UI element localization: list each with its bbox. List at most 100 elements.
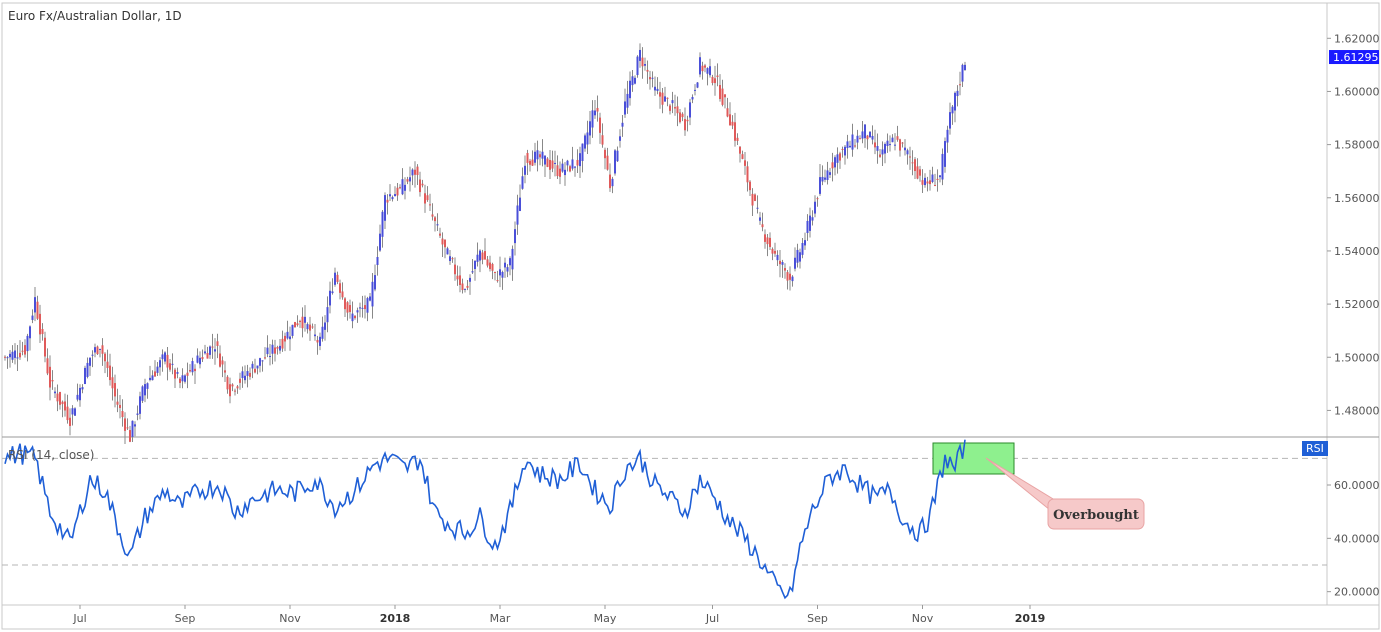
candle-body [381, 211, 384, 237]
candle-body [594, 110, 596, 116]
candle-body [501, 271, 504, 278]
candle-body [286, 331, 289, 339]
candle-body [374, 275, 376, 290]
candle-body [714, 78, 716, 84]
candle-body [559, 168, 561, 177]
candle-body [119, 404, 121, 408]
candle-body [899, 139, 901, 151]
candle-body [534, 151, 536, 163]
date-tick-label: Sep [175, 612, 196, 625]
candle-body [226, 376, 229, 390]
candle-body [276, 347, 279, 349]
candle-body [846, 141, 849, 149]
candle-body [549, 160, 551, 170]
candle-body [461, 283, 464, 291]
candle-body [44, 337, 46, 357]
candle-body [446, 248, 449, 255]
candle-body [614, 150, 616, 174]
candle-body [146, 383, 149, 389]
candle-body [651, 77, 654, 79]
candle-body [291, 324, 294, 336]
candle-body [589, 121, 591, 136]
candle-body [616, 150, 619, 162]
candle-body [244, 375, 246, 381]
candle-body [99, 348, 101, 350]
candle-body [236, 386, 239, 389]
candle-body [499, 269, 501, 276]
candle-body [364, 305, 366, 310]
rsi-line [4, 439, 966, 600]
candle-body [206, 352, 209, 359]
candle-body [866, 135, 869, 140]
candle-body [626, 93, 629, 108]
candle-body [51, 380, 54, 382]
candle-body [544, 155, 546, 165]
callout-label: Overbought [1053, 508, 1139, 523]
candle-body [794, 257, 796, 269]
price-tick-label: 1.58000 [1334, 139, 1380, 152]
candle-body [316, 339, 319, 343]
candle-body [469, 277, 471, 282]
candle-body [796, 249, 799, 263]
candle-body [954, 92, 956, 111]
candle-body [841, 148, 844, 150]
candle-body [334, 272, 336, 285]
candle-body [811, 217, 814, 221]
candle-body [184, 375, 186, 382]
candle-body [759, 217, 761, 221]
candle-body [879, 154, 881, 157]
candle-body [809, 215, 811, 231]
candle-body [384, 195, 386, 221]
candle-body [934, 185, 936, 187]
candle-body [354, 315, 356, 319]
candle-body [709, 66, 711, 76]
candle-body [746, 166, 749, 183]
candle-body [876, 145, 879, 151]
candle-body [669, 105, 671, 111]
candle-body [61, 401, 64, 405]
candle-body [436, 224, 439, 226]
candle-body [751, 193, 754, 206]
candle-body [6, 357, 9, 359]
candle-body [556, 165, 559, 177]
candle-body [161, 354, 164, 360]
candle-body [819, 177, 821, 194]
candle-body [881, 149, 884, 155]
candle-body [944, 141, 946, 167]
candle-body [46, 358, 49, 374]
candle-body [774, 250, 776, 254]
price-tick-label: 1.60000 [1334, 85, 1380, 98]
candle-body [506, 267, 509, 272]
candle-body [126, 427, 129, 429]
candle-body [441, 238, 444, 245]
candle-body [661, 92, 664, 105]
candle-body [129, 430, 131, 442]
candle-body [339, 283, 341, 293]
candle-body [26, 335, 29, 352]
candle-body [434, 217, 436, 222]
candle-body [824, 177, 826, 180]
candle-body [599, 117, 601, 133]
candle-body [654, 86, 656, 91]
rsi-tick-label: 40.0000 [1334, 532, 1380, 545]
candle-body [894, 144, 896, 146]
candle-body [601, 135, 604, 145]
candle-body [926, 181, 929, 184]
candle-body [304, 316, 306, 323]
candle-body [686, 119, 689, 122]
candle-body [301, 316, 304, 329]
candle-body [496, 280, 499, 282]
candle-body [919, 169, 921, 176]
candle-body [391, 197, 394, 200]
candle-body [151, 375, 154, 381]
candle-body [346, 302, 349, 313]
candle-body [696, 82, 699, 88]
candle-body [936, 178, 939, 181]
candle-body [329, 290, 331, 306]
candle-body [139, 396, 141, 414]
candle-body [719, 84, 721, 99]
candle-body [229, 384, 231, 397]
candle-body [569, 166, 571, 172]
candle-body [786, 272, 789, 281]
